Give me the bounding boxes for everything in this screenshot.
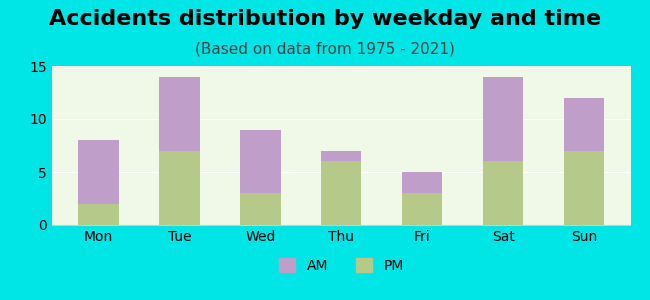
Text: Accidents distribution by weekday and time: Accidents distribution by weekday and ti… (49, 9, 601, 29)
Bar (159, 76, 200, 151)
Bar (483, 76, 523, 161)
Bar (483, 161, 523, 225)
Bar (402, 193, 443, 225)
Bar (240, 130, 281, 193)
Text: (Based on data from 1975 - 2021): (Based on data from 1975 - 2021) (195, 42, 455, 57)
Bar (564, 98, 604, 151)
Bar (321, 151, 361, 161)
Bar (78, 140, 119, 204)
Bar (78, 204, 119, 225)
Bar (159, 151, 200, 225)
Bar (321, 161, 361, 225)
Bar (240, 193, 281, 225)
Bar (402, 172, 443, 193)
Legend: AM, PM: AM, PM (273, 253, 410, 278)
Bar (564, 151, 604, 225)
